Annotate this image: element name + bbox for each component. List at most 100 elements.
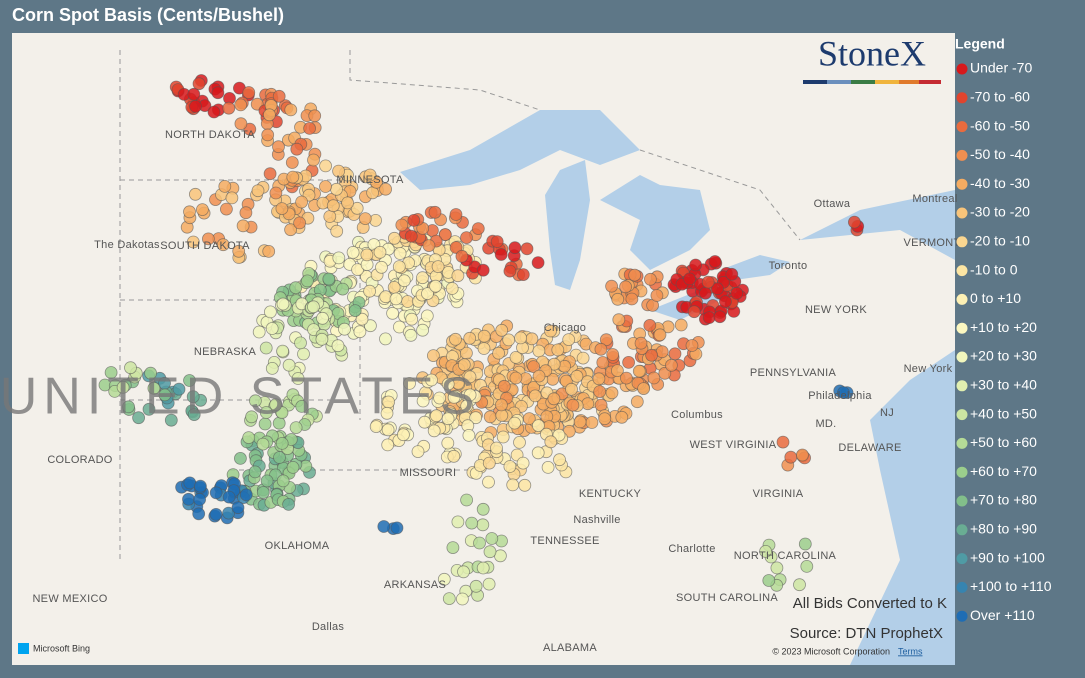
location-dot [282,358,296,372]
location-dot [485,532,499,545]
location-dot [426,349,440,363]
location-dot [429,279,443,293]
location-dot [192,507,206,521]
legend-title: Legend [955,36,1005,52]
location-dot [527,360,540,374]
location-dot [323,210,337,223]
location-dot [276,344,290,358]
legend-label: -20 to -10 [970,233,1030,249]
location-dot [379,332,392,346]
legend-swatch [956,265,968,277]
location-dot [222,490,236,504]
legend-swatch [956,121,968,133]
place-label: Charlotte [668,543,715,555]
location-dot [634,336,648,350]
location-dot [476,561,490,575]
location-dot [465,516,479,530]
location-dot [442,592,456,605]
location-dot [596,356,610,369]
location-dot [276,297,290,311]
location-dot [776,435,790,449]
location-dot [668,347,682,361]
location-dot [300,274,314,288]
location-dot [665,358,678,372]
location-dot [142,402,156,416]
location-dot [189,100,202,113]
place-label: New York [904,363,953,375]
location-dot [516,268,530,282]
location-dot [116,380,130,394]
location-dot [183,205,196,219]
location-dot [259,341,273,355]
location-dot [622,355,635,369]
legend-swatch [956,380,968,392]
place-label: WEST VIRGINIA [690,439,777,451]
location-dot [358,212,372,226]
place-label: Toronto [769,260,808,272]
place-label: NORTH CAROLINA [734,550,837,562]
legend-label: +50 to +60 [970,434,1037,450]
location-dot [273,451,286,464]
legend-swatch [956,149,968,161]
location-dot [379,182,393,196]
legend-label: +60 to +70 [970,463,1037,479]
location-dot [628,268,642,282]
location-dot [594,342,608,356]
location-dot [566,398,580,412]
location-dot [441,436,455,450]
location-dot [242,86,256,99]
location-dot [770,561,784,575]
legend-label: +90 to +100 [970,549,1045,565]
location-dot [793,578,806,592]
legend-label: +70 to +80 [970,492,1037,508]
place-label: NORTH DAKOTA [165,129,255,141]
legend-label: -10 to 0 [970,261,1018,277]
location-dot [381,438,395,452]
location-dot [319,159,333,173]
place-label: ARKANSAS [384,579,446,591]
location-dot [225,191,239,205]
location-dot [262,244,276,258]
location-dot [297,347,310,361]
location-dot [463,388,477,402]
location-dot [460,493,474,507]
location-dot [380,406,394,420]
location-dot [201,232,215,246]
location-dot [508,241,522,255]
location-dot [282,497,296,511]
location-dot [619,280,632,294]
location-dot [379,290,393,304]
location-dot [441,377,455,391]
location-dot [509,371,523,385]
location-dot [476,502,490,516]
title: Corn Spot Basis (Cents/Bushel) [12,5,284,25]
location-dot [553,453,566,467]
location-dot [514,331,527,345]
place-label: NJ [880,407,894,419]
location-dot [483,410,497,424]
location-dot [132,411,146,425]
location-dot [611,364,624,378]
legend-swatch [956,63,968,75]
location-dot [449,208,463,221]
location-dot [730,286,744,300]
place-label: Columbus [671,409,723,421]
location-dot [332,164,346,178]
location-dot [275,436,289,450]
place-label: PENNSYLVANIA [750,367,837,379]
terms-link[interactable]: Terms [898,646,923,656]
location-dot [164,413,178,427]
location-dot [183,476,197,490]
provider-icon [18,643,29,654]
location-dot [263,305,277,319]
location-dot [395,218,409,232]
location-dot [307,153,320,167]
legend-label: +10 to +20 [970,319,1037,335]
location-dot [272,89,286,103]
location-dot [625,292,639,306]
legend-swatch [956,293,968,305]
location-dot [182,492,195,506]
location-dot [798,537,812,551]
location-dot [689,258,702,272]
